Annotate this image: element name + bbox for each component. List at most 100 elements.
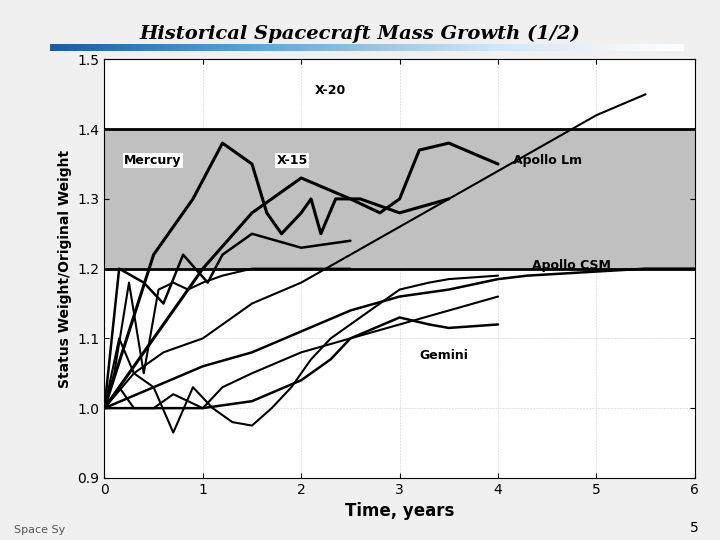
Bar	[592, 44, 595, 51]
Bar	[348, 44, 351, 51]
Bar	[412, 44, 415, 51]
Bar	[152, 44, 155, 51]
Text: Historical Spacecraft Mass Growth (1/2): Historical Spacecraft Mass Growth (1/2)	[140, 24, 580, 43]
Bar	[184, 44, 186, 51]
Bar	[402, 44, 405, 51]
Bar	[85, 44, 89, 51]
Bar	[383, 44, 386, 51]
Bar	[294, 44, 297, 51]
Bar	[317, 44, 320, 51]
Bar	[358, 44, 361, 51]
Bar	[111, 44, 114, 51]
Bar	[544, 44, 548, 51]
Bar	[567, 44, 570, 51]
Bar	[82, 44, 85, 51]
Bar	[390, 44, 392, 51]
Bar	[155, 44, 158, 51]
Bar	[323, 44, 326, 51]
Bar	[148, 44, 152, 51]
Bar	[465, 44, 469, 51]
Bar	[392, 44, 396, 51]
Bar	[313, 44, 317, 51]
Bar	[338, 44, 342, 51]
Bar	[405, 44, 408, 51]
Bar	[143, 44, 145, 51]
Bar	[541, 44, 544, 51]
Bar	[614, 44, 618, 51]
Bar	[462, 44, 465, 51]
Bar	[127, 44, 130, 51]
Bar	[560, 44, 564, 51]
Bar	[50, 44, 53, 51]
Bar	[636, 44, 639, 51]
Bar	[437, 44, 440, 51]
Bar	[573, 44, 576, 51]
Bar	[57, 44, 60, 51]
Bar	[532, 44, 535, 51]
Bar	[431, 44, 433, 51]
Bar	[345, 44, 348, 51]
Bar	[199, 44, 202, 51]
Bar	[361, 44, 364, 51]
Bar	[528, 44, 532, 51]
Bar	[256, 44, 259, 51]
Bar	[510, 44, 513, 51]
Text: Apollo Lm: Apollo Lm	[513, 154, 582, 167]
Bar	[202, 44, 206, 51]
Bar	[576, 44, 580, 51]
Bar	[446, 44, 449, 51]
Text: Mercury: Mercury	[124, 154, 181, 167]
Bar	[209, 44, 212, 51]
Bar	[297, 44, 301, 51]
Bar	[186, 44, 190, 51]
Bar	[218, 44, 222, 51]
Bar	[485, 44, 487, 51]
Bar	[107, 44, 111, 51]
Bar	[487, 44, 491, 51]
Bar	[247, 44, 250, 51]
Bar	[503, 44, 507, 51]
Bar	[53, 44, 57, 51]
Bar	[494, 44, 497, 51]
Bar	[472, 44, 475, 51]
Bar	[497, 44, 500, 51]
Bar	[456, 44, 459, 51]
Bar	[500, 44, 503, 51]
Bar	[643, 44, 646, 51]
Bar	[158, 44, 161, 51]
Bar	[678, 44, 681, 51]
Bar	[307, 44, 310, 51]
Bar	[418, 44, 421, 51]
Bar	[478, 44, 481, 51]
Bar	[291, 44, 294, 51]
Bar	[554, 44, 557, 51]
Bar	[580, 44, 582, 51]
Bar	[665, 44, 668, 51]
Text: X-15: X-15	[276, 154, 308, 167]
Bar	[386, 44, 390, 51]
Bar	[139, 44, 143, 51]
Bar	[526, 44, 528, 51]
Bar	[364, 44, 367, 51]
Text: 5: 5	[690, 521, 698, 535]
Bar	[408, 44, 412, 51]
Bar	[145, 44, 148, 51]
Bar	[240, 44, 243, 51]
Bar	[627, 44, 630, 51]
Bar	[639, 44, 643, 51]
Bar	[95, 44, 98, 51]
Bar	[104, 44, 107, 51]
Bar	[475, 44, 478, 51]
Text: X-20: X-20	[315, 84, 346, 97]
Bar	[380, 44, 383, 51]
Bar	[76, 44, 79, 51]
Bar	[333, 44, 336, 51]
Bar	[60, 44, 63, 51]
Bar	[285, 44, 288, 51]
Bar	[231, 44, 234, 51]
Bar	[132, 44, 136, 51]
Bar	[646, 44, 649, 51]
Bar	[193, 44, 196, 51]
Bar	[602, 44, 605, 51]
Bar	[161, 44, 164, 51]
